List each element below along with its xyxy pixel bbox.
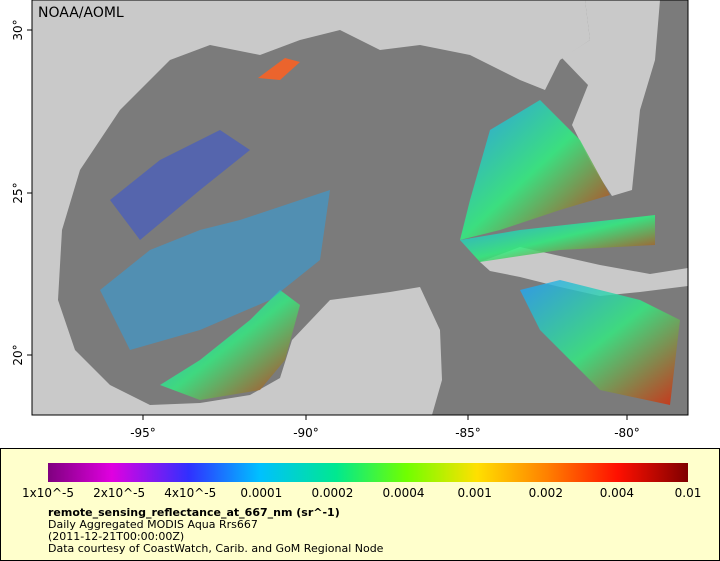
colorbar-label: 0.004 xyxy=(600,486,634,500)
colorbar-label: 0.0001 xyxy=(240,486,282,500)
colorbar-label: 4x10^-5 xyxy=(164,486,216,500)
land xyxy=(32,0,590,415)
cuba xyxy=(480,247,688,296)
florida xyxy=(562,0,660,196)
colorbar-label: 0.01 xyxy=(675,486,702,500)
lat-ticks: 30° 25° 20° xyxy=(11,19,32,366)
colorbar-label: 0.0002 xyxy=(311,486,353,500)
lon-ticks: -95° -90° -85° -80° xyxy=(130,415,640,440)
lon-label: -85° xyxy=(455,426,481,440)
credit: NOAA/AOML xyxy=(38,5,124,21)
swath xyxy=(460,215,655,262)
colorbar-label: 0.001 xyxy=(457,486,491,500)
colorbar-labels: 1x10^-5 2x10^-5 4x10^-5 0.0001 0.0002 0.0004 0… xyxy=(22,486,701,500)
colorbar xyxy=(48,463,688,482)
lon-label: -80° xyxy=(614,426,640,440)
lon-label: -95° xyxy=(130,426,156,440)
legend-line: Data courtesy of CoastWatch, Carib. and … xyxy=(48,542,384,555)
legend-line: Daily Aggregated MODIS Aqua Rrs667 xyxy=(48,518,258,531)
colorbar-label: 0.002 xyxy=(529,486,563,500)
legend-line: (2011-12-21T00:00:00Z) xyxy=(48,530,184,543)
swath xyxy=(160,290,300,400)
map-frame xyxy=(31,0,689,416)
swath xyxy=(100,190,330,350)
legend-title: remote_sensing_reflectance_at_667_nm (sr… xyxy=(48,506,340,519)
lon-label: -90° xyxy=(293,426,319,440)
lat-label: 30° xyxy=(11,19,25,40)
colorbar-label: 2x10^-5 xyxy=(93,486,145,500)
lat-label: 25° xyxy=(11,182,25,203)
colorbar-label: 1x10^-5 xyxy=(22,486,74,500)
lat-label: 20° xyxy=(11,344,25,365)
swath xyxy=(460,100,610,240)
map: NOAA/AOML xyxy=(32,0,688,415)
swath xyxy=(520,280,680,405)
colorbar-label: 0.0004 xyxy=(383,486,425,500)
swath xyxy=(110,130,250,240)
swath xyxy=(258,58,300,80)
